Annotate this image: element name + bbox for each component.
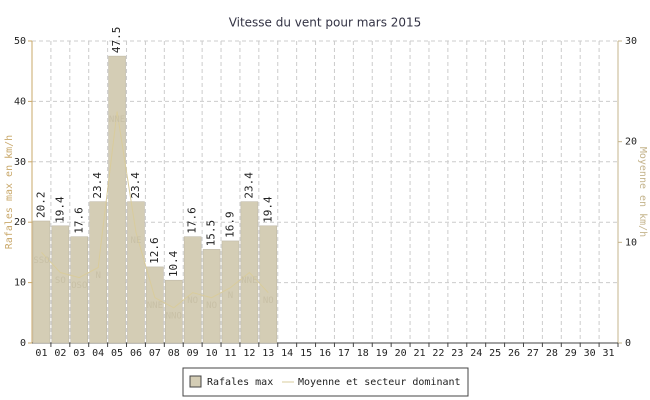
x-tick-label: 20 [395,348,407,359]
x-tick-label: 28 [546,348,558,359]
x-tick-label: 21 [413,348,425,359]
x-tick-label: 22 [432,348,444,359]
y-tick-label: 50 [14,36,26,47]
y-tick-label: 10 [14,278,26,289]
bar-value-label: 23.4 [242,172,255,199]
x-tick-label: 30 [584,348,596,359]
direction-label: NO [187,296,198,306]
y-tick-label: 0 [20,338,26,349]
legend-swatch [189,375,202,388]
x-tick-label: 26 [508,348,520,359]
x-tick-label: 16 [319,348,331,359]
direction-label: NE [131,236,142,246]
x-tick-label: 17 [338,348,350,359]
bar [146,266,164,344]
x-tick-label: 08 [168,348,180,359]
bar [32,220,51,344]
x-tick-label: 09 [187,348,199,359]
x-tick-label: 12 [243,348,255,359]
direction-label: N [228,291,233,301]
direction-label: NNE [147,301,163,311]
direction-label: NNE [241,276,257,286]
bar-value-label: 12.6 [148,237,161,264]
bar-value-label: 20.2 [34,191,47,218]
x-tick-label: 10 [206,348,218,359]
x-tick-label: 27 [527,348,539,359]
x-tick-label: 07 [149,348,161,359]
direction-label: SSO [33,256,49,266]
x-tick-label: 19 [376,348,388,359]
bar [183,236,202,344]
x-tick-label: 29 [565,348,577,359]
x-tick-label: 14 [281,348,293,359]
legend-box [182,367,469,397]
y-tick-label: 30 [14,157,26,168]
x-tick-label: 04 [92,348,104,359]
bar-value-label: 17.6 [186,207,199,234]
y2-tick-label: 30 [625,36,637,47]
bar-value-label: 47.5 [110,27,123,54]
legend-label: Rafales max [207,377,273,388]
x-tick-label: 05 [111,348,123,359]
bar [202,249,221,344]
direction-label: NO [263,296,274,306]
bar-value-label: 19.4 [53,196,66,223]
x-tick-label: 06 [130,348,142,359]
bar-value-label: 19.4 [261,196,274,223]
x-tick-label: 13 [262,348,274,359]
mean-line [41,111,269,309]
direction-label: NNO [166,311,182,321]
x-tick-label: 25 [489,348,501,359]
bar [108,55,126,344]
y-tick-label: 40 [14,96,26,107]
bar [165,279,183,344]
x-tick-label: 15 [300,348,312,359]
bar-value-label: 10.4 [167,250,180,277]
bar-value-label: 16.9 [223,211,236,238]
x-tick-label: 31 [603,348,615,359]
chart-title: Vitesse du vent pour mars 2015 [229,16,422,30]
direction-label: NNE [109,115,125,125]
x-tick-label: 18 [357,348,369,359]
bar [70,236,89,344]
x-tick-label: 24 [470,348,482,359]
direction-label: SO [55,276,66,286]
bar-value-label: 23.4 [129,172,142,199]
x-tick-label: 11 [224,348,236,359]
bar [259,225,278,344]
x-tick-label: 03 [73,348,85,359]
bar-value-label: 15.5 [205,220,218,247]
direction-label: OSO [71,281,87,291]
bar [127,201,145,344]
y-axis-label: Rafales max en km/h [4,135,15,249]
bar-value-label: 23.4 [91,172,104,199]
legend-label: Moyenne et secteur dominant [298,377,461,388]
direction-label: NO [206,301,217,311]
y2-axis-label: Moyenne en km/h [637,147,648,237]
bar-value-label: 17.6 [72,207,85,234]
y-tick-label: 20 [14,217,26,228]
x-tick-label: 01 [35,348,47,359]
y2-tick-label: 0 [625,338,631,349]
y2-tick-label: 20 [625,137,637,148]
bar [51,225,70,344]
x-tick-label: 23 [451,348,463,359]
direction-label: N [95,271,100,281]
x-tick-label: 02 [54,348,66,359]
y2-tick-label: 10 [625,237,637,248]
